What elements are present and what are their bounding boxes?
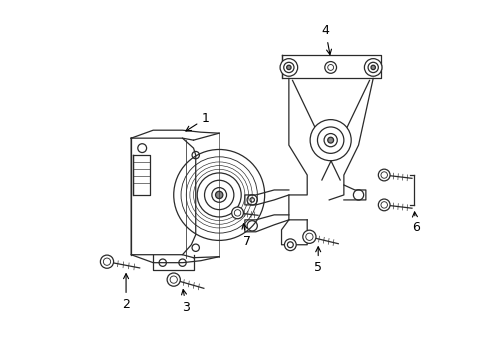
Circle shape bbox=[378, 199, 389, 211]
Circle shape bbox=[302, 230, 315, 243]
Circle shape bbox=[286, 65, 290, 69]
Circle shape bbox=[378, 169, 389, 181]
Circle shape bbox=[327, 137, 333, 143]
Circle shape bbox=[100, 255, 113, 268]
Text: 7: 7 bbox=[242, 224, 250, 248]
Circle shape bbox=[231, 207, 243, 219]
Circle shape bbox=[370, 65, 375, 69]
Circle shape bbox=[167, 273, 180, 286]
Circle shape bbox=[280, 59, 297, 76]
Circle shape bbox=[309, 120, 350, 161]
Text: 6: 6 bbox=[411, 212, 419, 234]
Text: 2: 2 bbox=[122, 274, 130, 311]
Text: 4: 4 bbox=[321, 24, 331, 54]
Circle shape bbox=[364, 59, 381, 76]
Text: 1: 1 bbox=[185, 112, 209, 131]
Circle shape bbox=[284, 239, 296, 251]
Circle shape bbox=[215, 191, 223, 199]
Text: 3: 3 bbox=[181, 289, 190, 314]
Text: 5: 5 bbox=[314, 247, 322, 274]
Circle shape bbox=[173, 149, 264, 240]
